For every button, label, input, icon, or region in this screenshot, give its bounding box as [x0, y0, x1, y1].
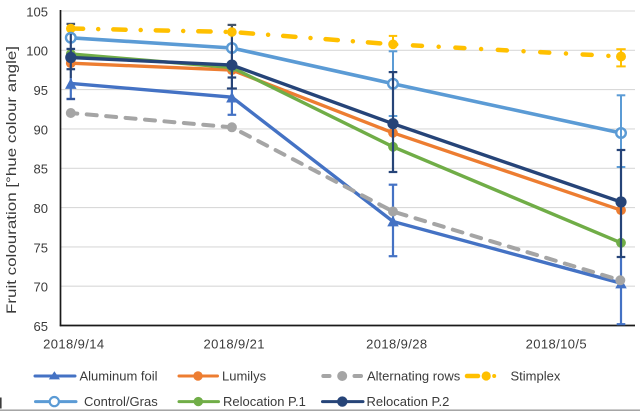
- svg-text:2018/9/14: 2018/9/14: [43, 337, 104, 352]
- svg-text:Alternating rows: Alternating rows: [367, 369, 461, 384]
- svg-text:90: 90: [34, 122, 48, 137]
- svg-text:70: 70: [34, 280, 48, 295]
- svg-text:2018/10/5: 2018/10/5: [526, 337, 587, 352]
- svg-text:95: 95: [34, 83, 48, 98]
- svg-text:Control/Gras: Control/Gras: [84, 394, 158, 409]
- svg-text:75: 75: [34, 240, 48, 255]
- svg-text:2018/9/28: 2018/9/28: [366, 337, 427, 352]
- svg-text:100: 100: [26, 44, 48, 59]
- svg-text:2018/9/21: 2018/9/21: [203, 337, 264, 352]
- svg-text:85: 85: [34, 162, 48, 177]
- svg-text:Lumilys: Lumilys: [222, 369, 267, 384]
- svg-text:Relocation P.2: Relocation P.2: [367, 394, 450, 409]
- svg-text:Fruit colouration [°hue colour: Fruit colouration [°hue colour angle]: [4, 46, 19, 314]
- svg-text:Stimplex: Stimplex: [511, 369, 561, 384]
- svg-text:Aluminum foil: Aluminum foil: [80, 369, 158, 384]
- svg-text:105: 105: [26, 4, 48, 19]
- svg-text:80: 80: [34, 201, 48, 216]
- svg-text:65: 65: [34, 319, 48, 334]
- svg-text:Relocation P.1: Relocation P.1: [223, 394, 306, 409]
